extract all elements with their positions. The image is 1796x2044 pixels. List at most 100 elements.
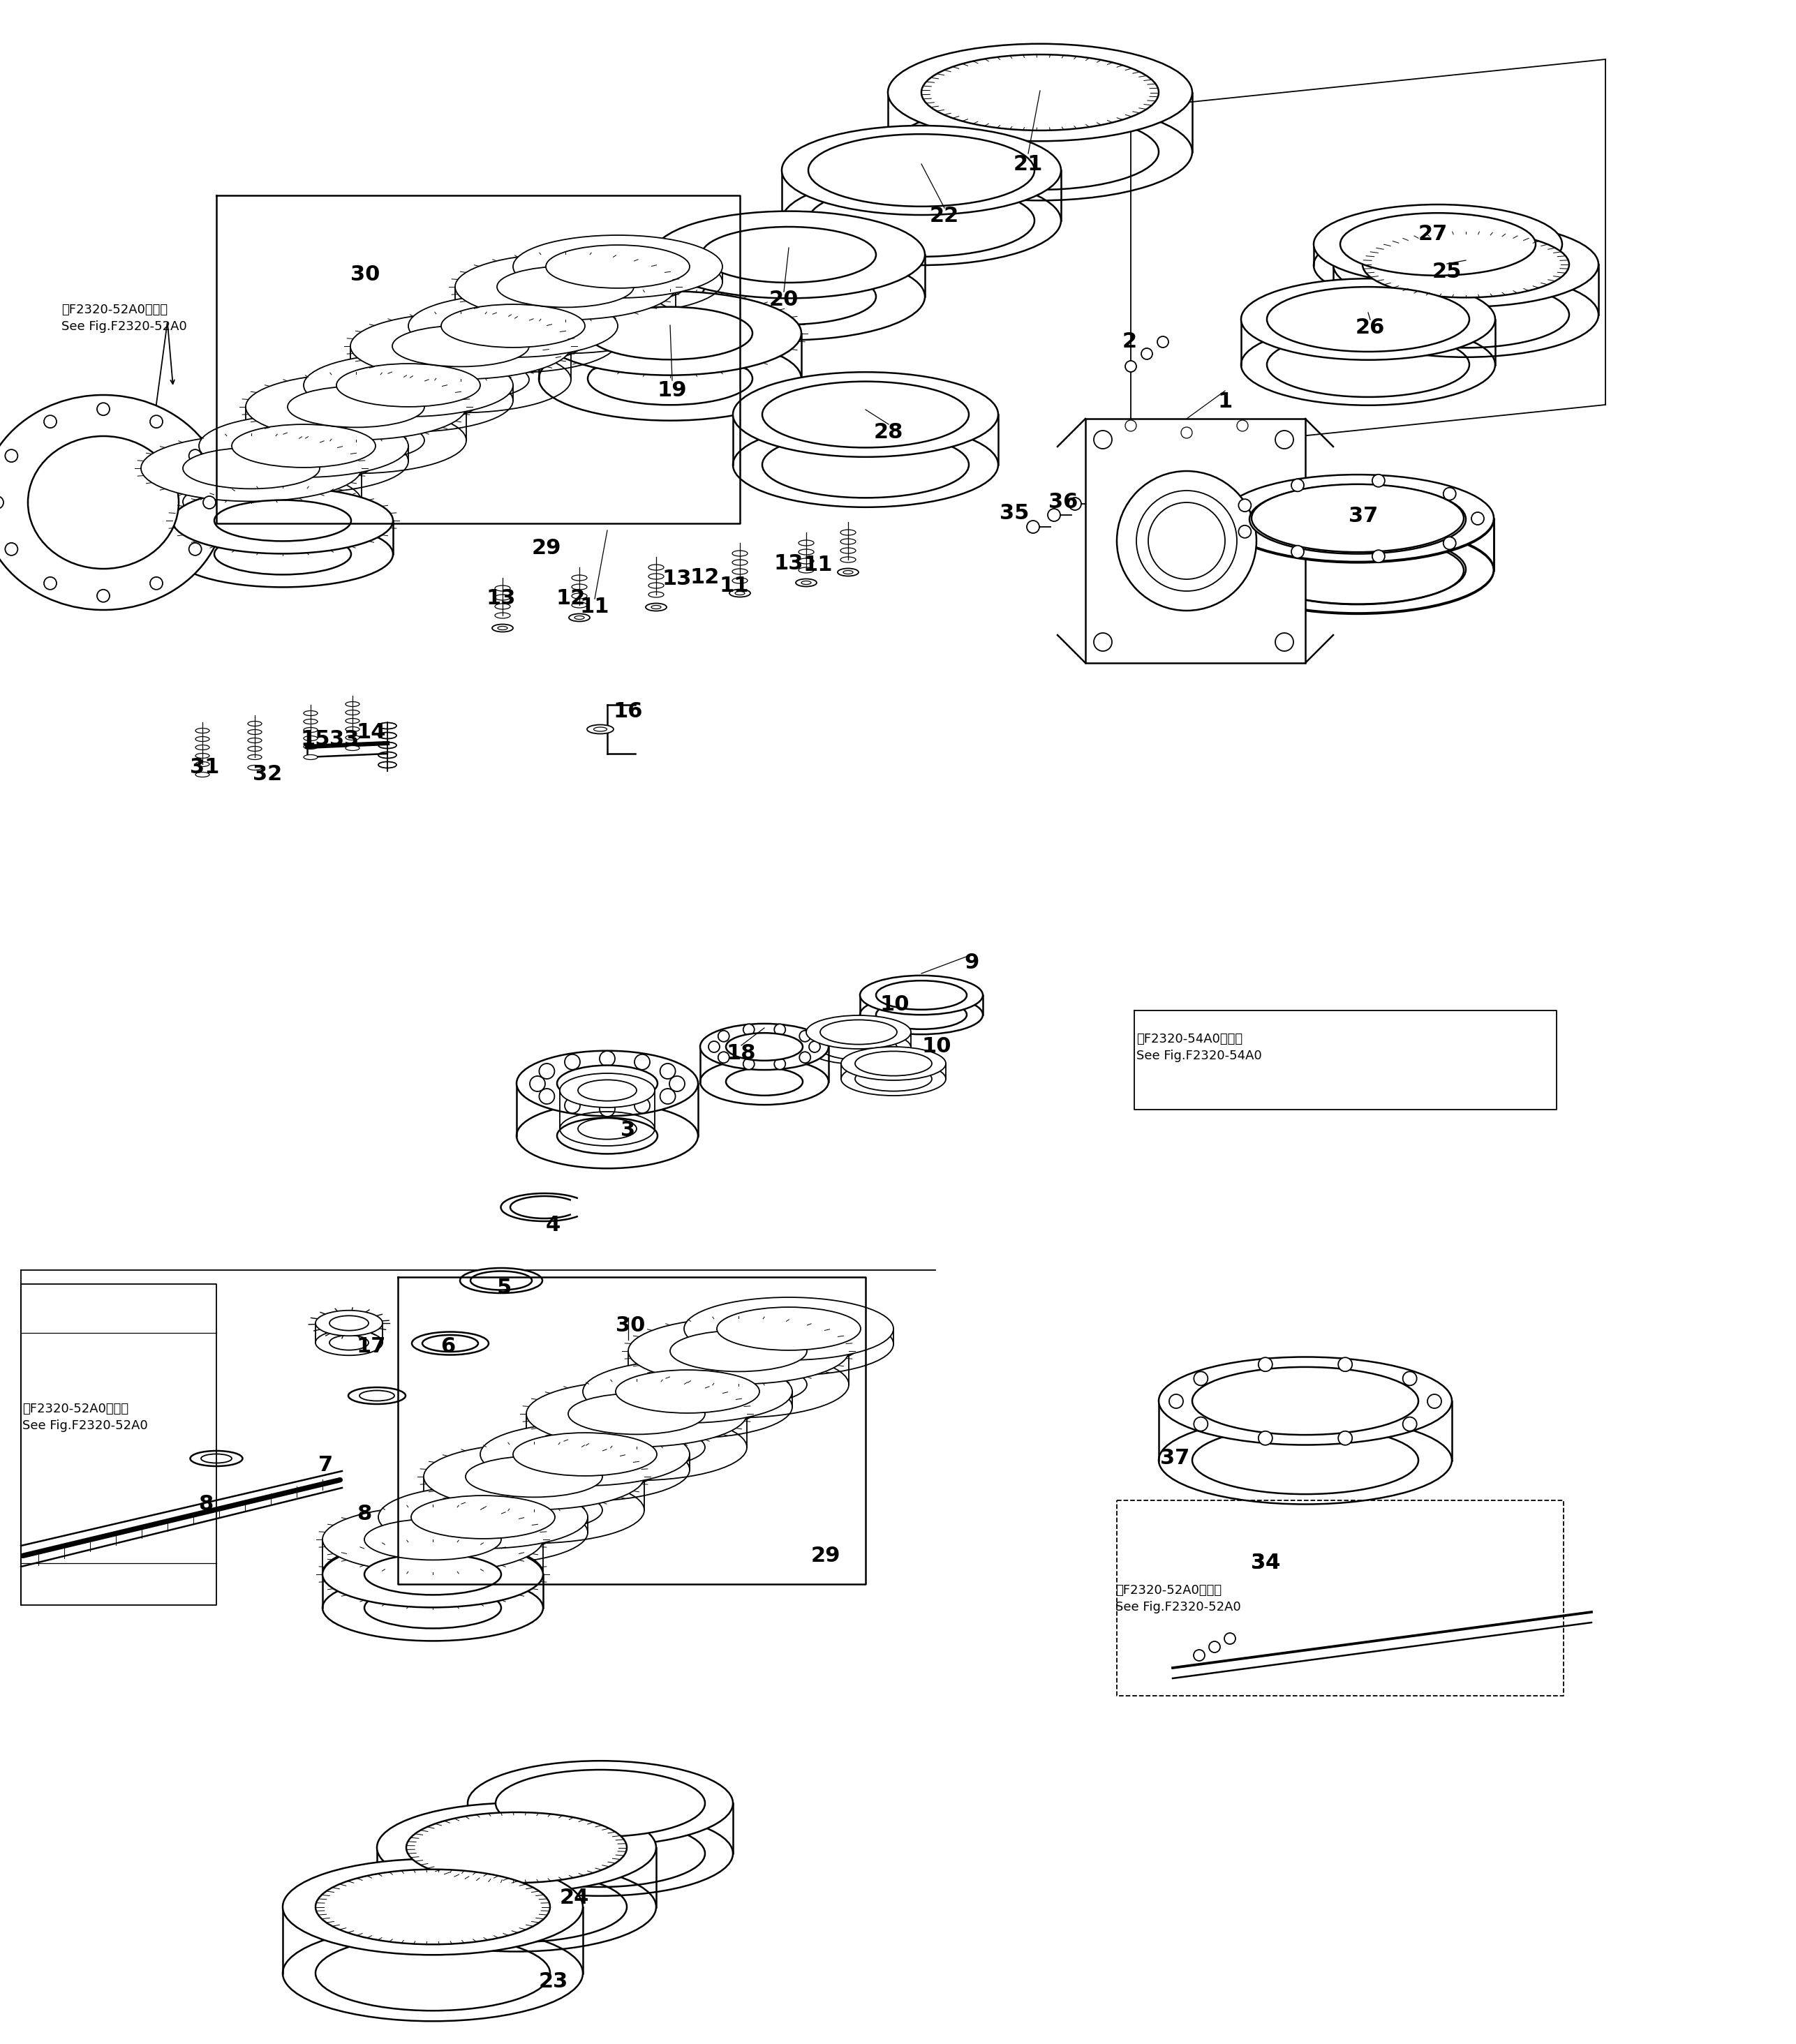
Ellipse shape [465, 1455, 602, 1496]
Ellipse shape [808, 135, 1034, 206]
Ellipse shape [526, 1382, 747, 1447]
Circle shape [151, 415, 163, 427]
Circle shape [661, 1063, 675, 1079]
Ellipse shape [670, 1331, 806, 1372]
Text: 25: 25 [1431, 262, 1462, 282]
Ellipse shape [860, 975, 982, 1014]
Circle shape [1140, 347, 1153, 360]
Ellipse shape [480, 1423, 690, 1486]
Text: 26: 26 [1356, 319, 1385, 337]
Circle shape [1239, 499, 1252, 511]
Ellipse shape [702, 227, 876, 282]
Ellipse shape [0, 394, 226, 609]
Text: 9: 9 [964, 953, 979, 973]
Ellipse shape [855, 1051, 932, 1075]
Ellipse shape [568, 1394, 706, 1435]
Ellipse shape [190, 1451, 242, 1466]
Text: 14: 14 [357, 724, 386, 742]
Text: 11: 11 [720, 576, 749, 597]
Ellipse shape [726, 1032, 803, 1061]
Text: 24: 24 [560, 1889, 589, 1909]
Circle shape [189, 544, 201, 556]
Circle shape [0, 497, 4, 509]
Ellipse shape [471, 1271, 532, 1290]
Ellipse shape [214, 501, 350, 542]
Text: 34: 34 [1250, 1553, 1281, 1574]
Circle shape [1182, 427, 1193, 437]
Text: 第F2320-52A0図参照
See Fig.F2320-52A0: 第F2320-52A0図参照 See Fig.F2320-52A0 [1115, 1584, 1241, 1613]
Ellipse shape [921, 55, 1158, 131]
Ellipse shape [616, 1369, 760, 1412]
Ellipse shape [546, 245, 690, 288]
Circle shape [539, 1063, 555, 1079]
Ellipse shape [406, 1813, 627, 1883]
Circle shape [5, 450, 18, 462]
Circle shape [1428, 1394, 1442, 1408]
Ellipse shape [201, 1453, 232, 1464]
Circle shape [1194, 1372, 1207, 1386]
Circle shape [718, 1053, 729, 1063]
Text: 13: 13 [487, 589, 515, 609]
Ellipse shape [329, 1316, 368, 1331]
Ellipse shape [323, 1541, 542, 1607]
Circle shape [1126, 362, 1137, 372]
Text: 第F2320-54A0図参照
See Fig.F2320-54A0: 第F2320-54A0図参照 See Fig.F2320-54A0 [1137, 1032, 1263, 1061]
Ellipse shape [1193, 1367, 1419, 1435]
Ellipse shape [1363, 231, 1570, 298]
Ellipse shape [392, 325, 530, 366]
Text: 23: 23 [539, 1972, 568, 1993]
Ellipse shape [560, 1073, 656, 1108]
Text: 4: 4 [546, 1214, 560, 1235]
Ellipse shape [1340, 213, 1536, 276]
Text: 33: 33 [329, 730, 359, 750]
Ellipse shape [1266, 286, 1469, 352]
Ellipse shape [587, 307, 753, 360]
Circle shape [1069, 497, 1081, 511]
Ellipse shape [733, 372, 999, 458]
Ellipse shape [887, 43, 1193, 141]
Ellipse shape [422, 1335, 478, 1351]
Ellipse shape [29, 435, 178, 568]
Ellipse shape [1333, 223, 1598, 307]
Ellipse shape [1158, 1357, 1451, 1445]
Circle shape [1027, 521, 1040, 533]
Text: 第F2320-52A0図参照
See Fig.F2320-52A0: 第F2320-52A0図参照 See Fig.F2320-52A0 [22, 1402, 147, 1431]
Circle shape [1291, 478, 1304, 491]
Circle shape [1126, 421, 1137, 431]
Circle shape [1259, 1431, 1272, 1445]
Text: 13: 13 [663, 568, 691, 589]
Text: 5: 5 [496, 1278, 512, 1298]
Text: 6: 6 [440, 1337, 456, 1357]
Text: 16: 16 [614, 701, 643, 722]
Text: 2: 2 [1122, 331, 1137, 352]
Circle shape [1225, 1633, 1236, 1643]
Circle shape [43, 576, 56, 589]
Circle shape [97, 403, 110, 415]
Circle shape [1239, 525, 1252, 538]
Text: 30: 30 [616, 1316, 645, 1337]
Polygon shape [1085, 419, 1306, 662]
Circle shape [203, 497, 216, 509]
Circle shape [1194, 1416, 1207, 1431]
Text: 12: 12 [557, 589, 585, 609]
Circle shape [634, 1055, 650, 1069]
Ellipse shape [517, 1051, 699, 1116]
Circle shape [1471, 513, 1483, 525]
Ellipse shape [1241, 278, 1494, 360]
Ellipse shape [467, 1760, 733, 1846]
Ellipse shape [841, 1047, 946, 1081]
Ellipse shape [1221, 474, 1494, 562]
Text: 17: 17 [357, 1337, 386, 1357]
Text: 34: 34 [1250, 1553, 1281, 1574]
Ellipse shape [142, 435, 361, 501]
Text: 13: 13 [774, 554, 803, 574]
Circle shape [634, 1098, 650, 1114]
Text: 22: 22 [930, 206, 959, 227]
Text: 27: 27 [1419, 223, 1448, 243]
Ellipse shape [762, 382, 968, 448]
Ellipse shape [539, 290, 801, 376]
Circle shape [1047, 509, 1060, 521]
Ellipse shape [411, 1496, 555, 1539]
Circle shape [1237, 421, 1248, 431]
Ellipse shape [496, 1770, 706, 1838]
